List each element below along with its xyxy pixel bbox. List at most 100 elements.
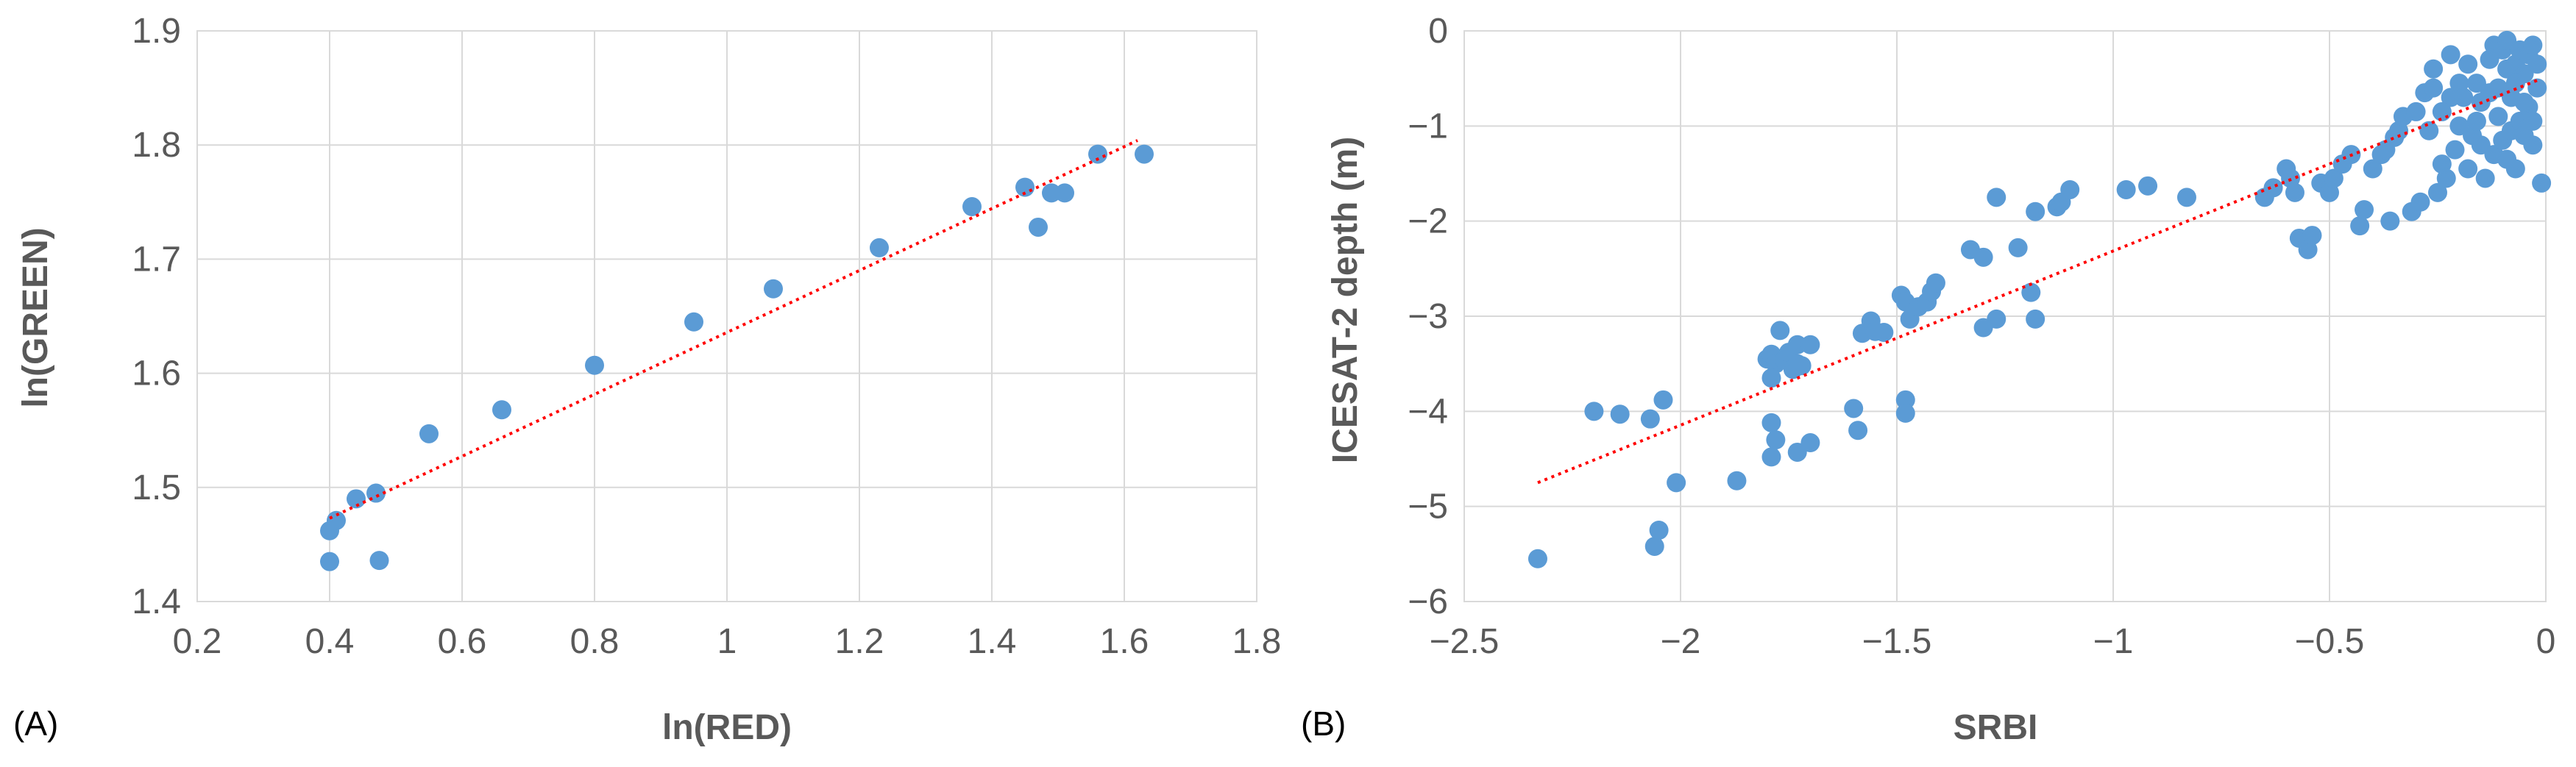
chart-a-data-point xyxy=(585,355,604,375)
chart-b-trendline xyxy=(1537,79,2538,485)
chart-b-data-point xyxy=(2527,54,2547,74)
chart-b-x-tick-label: −1 xyxy=(2093,622,2134,661)
chart-b-data-point xyxy=(1653,390,1673,410)
chart-b-data-point xyxy=(2454,88,2474,107)
chart-b-y-tick-label: −6 xyxy=(1408,582,1448,621)
chart-b-y-axis-label: ICESAT-2 depth (m) xyxy=(1326,137,1365,463)
chart-b-plot-frame xyxy=(1463,30,2547,602)
chart-a-data-point xyxy=(347,489,366,509)
chart-b-data-point xyxy=(1761,413,1781,432)
chart-b-data-point xyxy=(2523,111,2543,131)
chart-b-data-point xyxy=(2458,159,2478,179)
chart-b-y-tick-label: −3 xyxy=(1408,297,1448,336)
chart-a-y-tick-label: 1.9 xyxy=(132,12,181,51)
chart-b-x-tick-label: −2 xyxy=(1661,622,1701,661)
chart-b-data-point xyxy=(2497,149,2517,169)
chart-a-plot-frame xyxy=(196,30,1257,602)
chart-b-data-point xyxy=(1584,402,1604,421)
chart-b-data-point xyxy=(2176,188,2196,207)
chart-b-data-point xyxy=(2021,282,2041,302)
chart-b-data-point xyxy=(2008,238,2028,257)
chart-b-x-tick-label: −2.5 xyxy=(1430,622,1500,661)
chart-b-data-point xyxy=(2523,35,2543,55)
chart-b-data-point xyxy=(2138,176,2158,196)
chart-a-y-axis-label: ln(GREEN) xyxy=(16,227,55,407)
chart-b-data-point xyxy=(1874,322,1894,342)
chart-b-y-tick-label: 0 xyxy=(1428,12,1448,51)
chart-b-data-point xyxy=(1800,335,1820,354)
chart-a-y-tick-label: 1.8 xyxy=(132,126,181,165)
chart-b-data-point xyxy=(2419,121,2439,140)
chart-b-data-point xyxy=(2380,211,2400,231)
chart-a-panel-label: (A) xyxy=(13,704,58,743)
chart-b-data-point xyxy=(2324,168,2343,188)
chart-b-x-tick-label: −1.5 xyxy=(1862,622,1932,661)
chart-a-data-point xyxy=(1088,144,1107,164)
chart-b-x-axis-label: SRBI xyxy=(1954,708,2038,747)
chart-b-data-point xyxy=(2060,179,2080,199)
chart-b-panel-label: (B) xyxy=(1301,704,1346,743)
chart-a-data-point xyxy=(369,551,389,571)
chart-b-data-point xyxy=(2458,54,2478,74)
chart-a-y-tick-label: 1.6 xyxy=(132,354,181,393)
chart-b-data-point xyxy=(2410,192,2430,212)
chart-a-x-tick-label: 1 xyxy=(717,622,737,661)
chart-b-data-point xyxy=(2441,45,2460,65)
chart-b-data-point xyxy=(2302,226,2322,246)
chart-b-data-point xyxy=(2355,200,2374,220)
chart-b-y-tick-label: −1 xyxy=(1408,107,1448,146)
chart-a-y-tick-label: 1.5 xyxy=(132,468,181,507)
chart-b-data-point xyxy=(2532,173,2552,193)
chart-b-data-point xyxy=(1844,399,1864,418)
chart-a-data-point xyxy=(1135,144,1154,164)
chart-a-y-tick-label: 1.7 xyxy=(132,240,181,279)
chart-a-data-point xyxy=(320,552,339,571)
chart-b-data-point xyxy=(1766,430,1786,450)
chart-a-x-tick-label: 1.6 xyxy=(1100,622,1149,661)
chart-a-x-tick-label: 0.6 xyxy=(438,622,487,661)
chart-a-data-point xyxy=(870,238,889,257)
chart-b-data-point xyxy=(2026,201,2045,221)
chart-b: (B) SRBI ICESAT-2 depth (m) −2.5 −2 −1.5 −1… xyxy=(1301,12,2555,747)
chart-b-data-point xyxy=(1987,188,2006,207)
chart-b-data-point xyxy=(1848,421,1868,440)
chart-b-data-point xyxy=(1649,521,1669,540)
chart-a-plot-area: 0.2 0.4 0.6 0.8 1 1.2 1.4 1.6 1.8 1.4 1.5 1.6 1.7 1.8… xyxy=(132,12,1281,661)
chart-b-data-point xyxy=(1761,368,1781,388)
chart-a-x-tick-label: 1.4 xyxy=(968,622,1017,661)
chart-a-data-point xyxy=(764,279,783,299)
chart-b-data-point xyxy=(2424,59,2444,79)
chart-a-x-tick-label: 0.8 xyxy=(570,622,620,661)
chart-b-data-point xyxy=(2363,159,2382,179)
chart-a-data-point xyxy=(327,510,346,530)
chart-a-data-point xyxy=(684,312,703,332)
chart-a-x-axis-label: ln(RED) xyxy=(662,708,792,747)
chart-b-data-point xyxy=(1792,356,1812,376)
chart-b-data-point xyxy=(2475,168,2495,188)
chart-b-data-point xyxy=(2432,101,2452,121)
chart-b-data-point xyxy=(1644,536,1664,556)
chart-b-data-point xyxy=(2445,140,2465,160)
chart-b-data-point xyxy=(2505,74,2525,93)
chart-b-y-tick-label: −4 xyxy=(1408,392,1448,431)
chart-b-data-point xyxy=(2263,178,2283,198)
chart-b-data-point xyxy=(2350,216,2370,236)
chart-b-y-tick-label: −5 xyxy=(1408,488,1448,527)
chart-b-data-point xyxy=(2527,78,2547,98)
chart-b-x-tick-label: −0.5 xyxy=(2295,622,2365,661)
chart-b-data-point xyxy=(1727,471,1747,490)
chart-b-data-point xyxy=(2466,111,2486,131)
chart-a: (A) ln(RED) ln(GREEN) 0.2 0.4 0.6 0.8 1 1.2 1.… xyxy=(13,12,1281,747)
chart-b-data-point xyxy=(1895,403,1915,423)
chart-a-x-tick-label: 0.2 xyxy=(173,622,222,661)
chart-b-data-point xyxy=(1667,473,1686,493)
chart-b-data-point xyxy=(2436,168,2456,188)
chart-b-data-point xyxy=(2480,83,2499,103)
chart-b-data-point xyxy=(2428,182,2447,202)
chart-b-data-point xyxy=(1770,321,1790,340)
chart-a-data-point xyxy=(366,483,386,503)
chart-a-data-point xyxy=(962,197,982,217)
chart-a-x-tick-label: 1.2 xyxy=(835,622,884,661)
chart-b-data-point xyxy=(1800,433,1820,453)
